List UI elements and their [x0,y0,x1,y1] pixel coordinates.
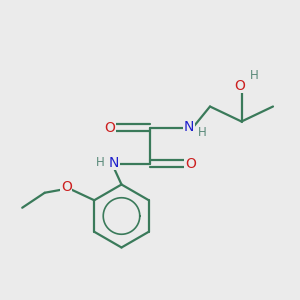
Text: O: O [61,180,72,194]
Text: H: H [198,126,207,140]
Text: O: O [185,157,196,170]
Text: N: N [109,156,119,170]
Text: H: H [96,155,105,169]
Text: H: H [250,69,259,82]
Text: N: N [184,120,194,134]
Text: O: O [104,121,115,134]
Text: O: O [235,79,245,92]
